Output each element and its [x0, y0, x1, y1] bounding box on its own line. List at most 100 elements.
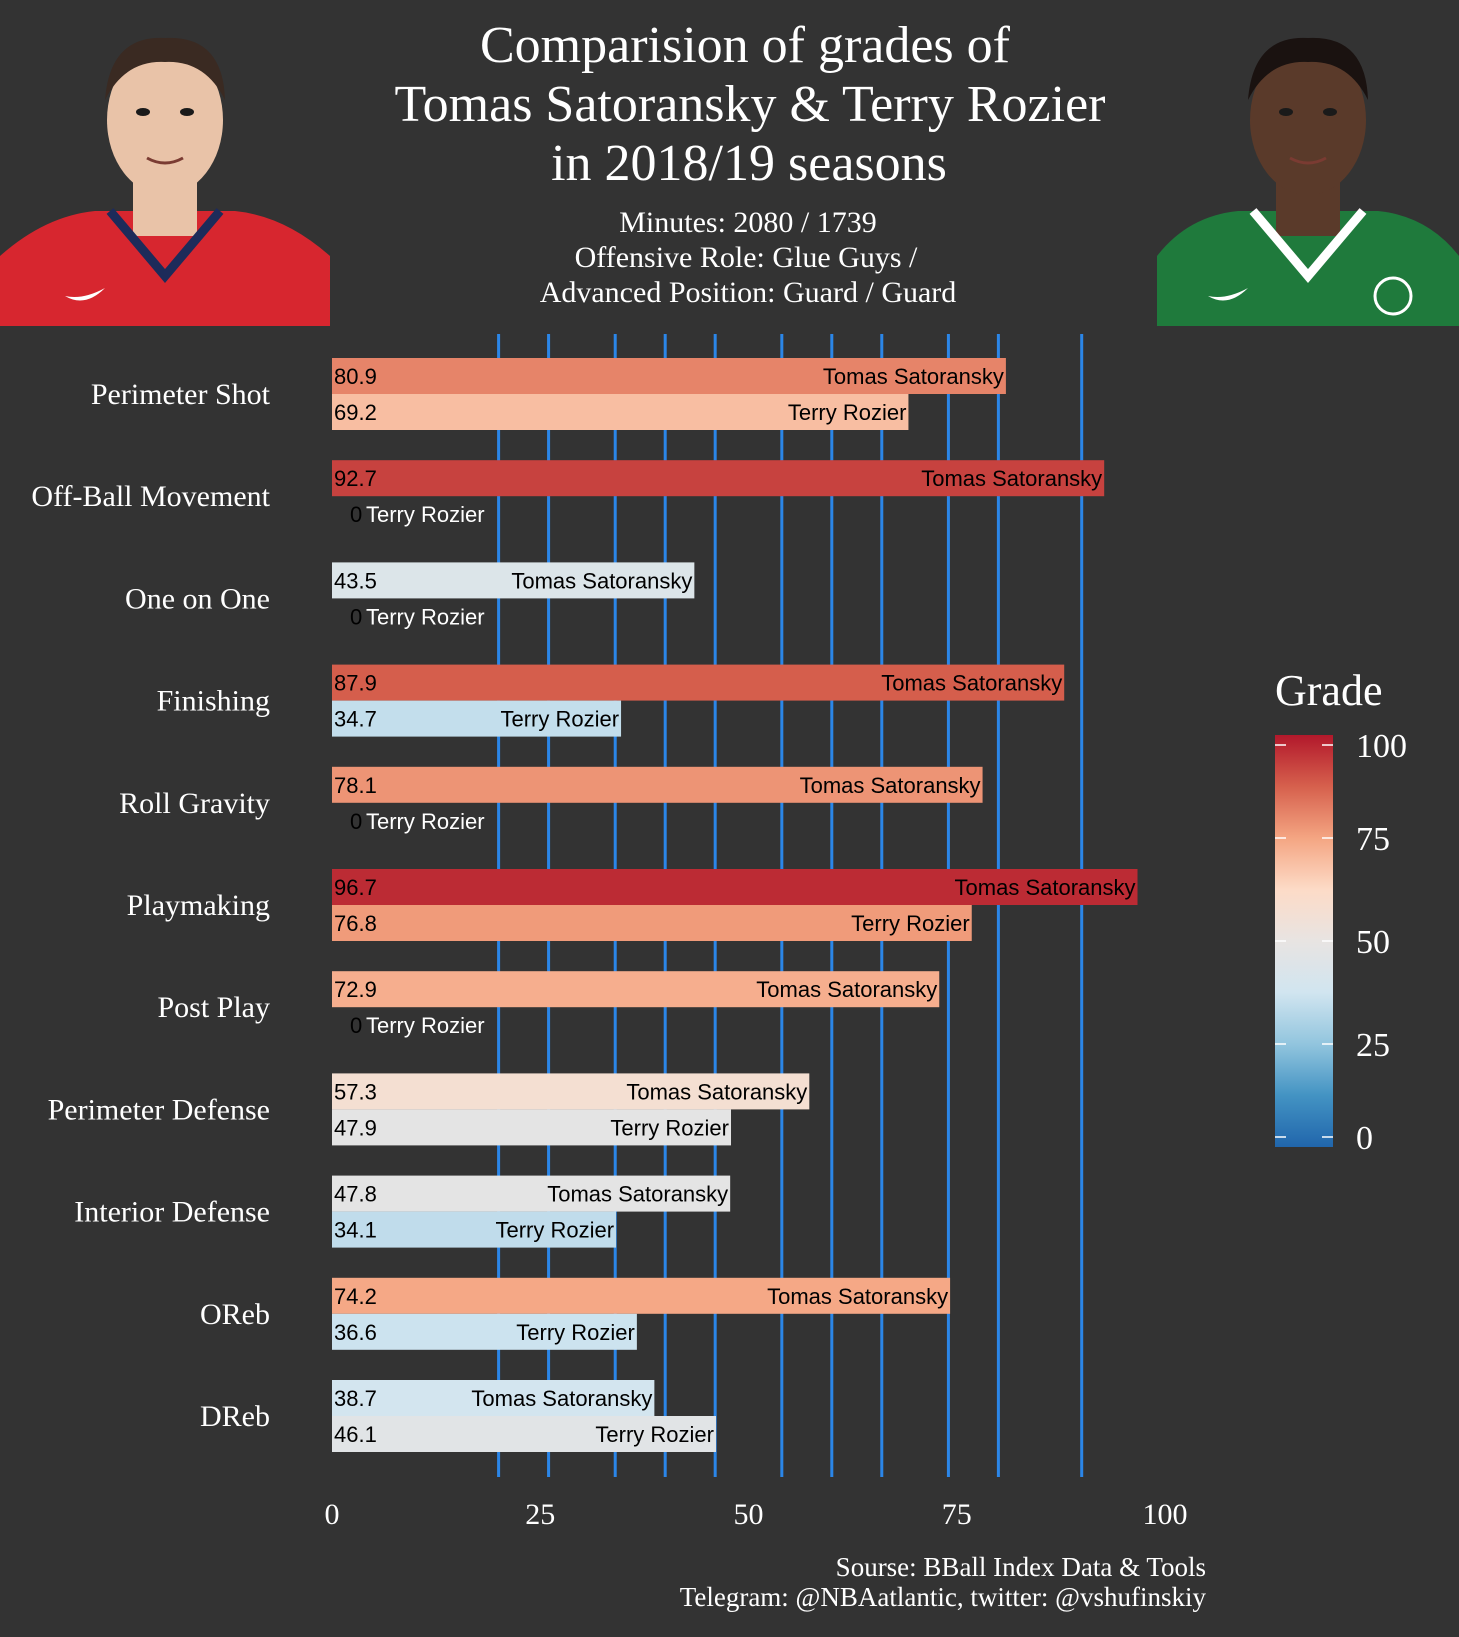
- x-tick-label: 50: [734, 1498, 764, 1531]
- bar: [332, 1380, 655, 1416]
- bars: [332, 358, 1138, 1452]
- y-axis-label: Roll Gravity: [119, 787, 270, 820]
- series-name-label: Terry Rozier: [366, 809, 485, 834]
- bar: [332, 460, 1105, 497]
- jersey-collar: [106, 208, 224, 283]
- bar: [332, 664, 1065, 701]
- x-tick-label: 75: [942, 1498, 972, 1531]
- value-label: 34.1: [334, 1218, 377, 1243]
- value-label: 0: [350, 809, 362, 834]
- legend: Grade 0 25 50 75 100: [1275, 666, 1407, 1157]
- y-axis-label: OReb: [200, 1298, 270, 1331]
- chart-title-line-3: in 2018/19 seasons: [551, 135, 947, 192]
- value-label: 96.7: [334, 875, 377, 900]
- series-name-label: Tomas Satoransky: [547, 1182, 728, 1207]
- series-name-label: Tomas Satoransky: [626, 1079, 807, 1104]
- series-name-label: Terry Rozier: [366, 604, 485, 629]
- value-label: 0: [350, 604, 362, 629]
- series-name-label: Tomas Satoransky: [471, 1386, 652, 1411]
- series-name-label: Terry Rozier: [366, 1013, 485, 1038]
- eye: [1279, 108, 1293, 116]
- legend-tick-label: 50: [1356, 924, 1390, 961]
- bar: [332, 394, 909, 430]
- hair: [1248, 37, 1368, 100]
- caption-line-1: Sourse: BBall Index Data & Tools: [836, 1552, 1206, 1582]
- bar: [332, 869, 1138, 905]
- player-portrait-right: [1157, 0, 1459, 326]
- brand-swoosh-icon: [1208, 288, 1248, 301]
- bar: [332, 905, 972, 941]
- series-name-label: Terry Rozier: [851, 911, 970, 936]
- chart-title-line-1: Comparision of grades of: [480, 17, 1011, 74]
- y-axis-label: Perimeter Shot: [91, 378, 271, 411]
- value-label: 47.8: [334, 1182, 377, 1207]
- x-tick-label: 100: [1143, 1498, 1188, 1531]
- sponsor-logo-icon: [1373, 276, 1413, 316]
- legend-tick-label: 100: [1356, 728, 1407, 765]
- chart-subtitle-line-2: Offensive Role: Glue Guys /: [575, 241, 918, 274]
- value-label: 46.1: [334, 1422, 377, 1447]
- bar: [332, 1416, 717, 1452]
- mouth: [146, 156, 184, 165]
- bar-labels: 80.9 Tomas Satoransky 69.2 Terry Rozier 92.7…: [334, 364, 1136, 1447]
- value-label: 72.9: [334, 977, 377, 1002]
- caption-line-2: Telegram: @NBAatlantic, twitter: @vshufi…: [680, 1582, 1207, 1612]
- series-name-label: Terry Rozier: [595, 1422, 714, 1447]
- value-label: 80.9: [334, 364, 377, 389]
- value-label: 78.1: [334, 773, 377, 798]
- value-label: 47.9: [334, 1115, 377, 1140]
- bar: [332, 1109, 732, 1146]
- value-label: 0: [350, 502, 362, 527]
- x-tick-label: 25: [525, 1498, 555, 1531]
- legend-title: Grade: [1275, 666, 1383, 715]
- value-label: 87.9: [334, 671, 377, 696]
- bar: [332, 1175, 731, 1212]
- series-name-label: Tomas Satoransky: [756, 977, 937, 1002]
- face: [107, 45, 223, 195]
- bar: [332, 700, 622, 737]
- series-name-label: Terry Rozier: [495, 1218, 614, 1243]
- series-name-label: Terry Rozier: [516, 1320, 635, 1345]
- y-axis-label: DReb: [200, 1400, 270, 1433]
- bar: [332, 1313, 637, 1350]
- legend-tick-label: 0: [1356, 1120, 1373, 1157]
- series-name-label: Tomas Satoransky: [823, 364, 1004, 389]
- y-axis-label: Perimeter Defense: [48, 1093, 270, 1126]
- y-axis-label: One on One: [125, 582, 270, 615]
- chart-subtitle-line-3: Advanced Position: Guard / Guard: [540, 276, 957, 309]
- y-axis-label: Post Play: [157, 991, 270, 1024]
- eye: [1323, 108, 1337, 116]
- value-label: 38.7: [334, 1386, 377, 1411]
- series-name-label: Tomas Satoransky: [955, 875, 1136, 900]
- bar: [332, 1211, 617, 1248]
- series-name-label: Terry Rozier: [610, 1115, 729, 1140]
- y-axis-label: Playmaking: [127, 889, 270, 922]
- legend-tick-label: 25: [1356, 1027, 1390, 1064]
- series-name-label: Tomas Satoransky: [881, 671, 1062, 696]
- chart-subtitle-line-1: Minutes: 2080 / 1739: [619, 206, 877, 239]
- mouth: [1289, 156, 1327, 165]
- series-name-label: Terry Rozier: [366, 502, 485, 527]
- series-name-label: Tomas Satoransky: [921, 466, 1102, 491]
- value-label: 74.2: [334, 1284, 377, 1309]
- value-label: 34.7: [334, 707, 377, 732]
- value-label: 43.5: [334, 568, 377, 593]
- brand-swoosh-icon: [65, 288, 105, 301]
- value-label: 92.7: [334, 466, 377, 491]
- series-name-label: Tomas Satoransky: [511, 568, 692, 593]
- y-axis-labels: Perimeter Shot Off-Ball Movement One on On…: [31, 378, 270, 1433]
- bar: [332, 971, 940, 1008]
- face: [1250, 45, 1366, 195]
- bar: [332, 766, 983, 803]
- bar: [332, 562, 695, 599]
- y-axis-label: Finishing: [157, 685, 270, 718]
- legend-tick-label: 75: [1356, 821, 1390, 858]
- value-label: 69.2: [334, 400, 377, 425]
- bar: [332, 358, 1006, 394]
- value-label: 0: [350, 1013, 362, 1038]
- eye: [136, 108, 150, 116]
- series-name-label: Tomas Satoransky: [800, 773, 981, 798]
- value-label: 57.3: [334, 1079, 377, 1104]
- value-label: 36.6: [334, 1320, 377, 1345]
